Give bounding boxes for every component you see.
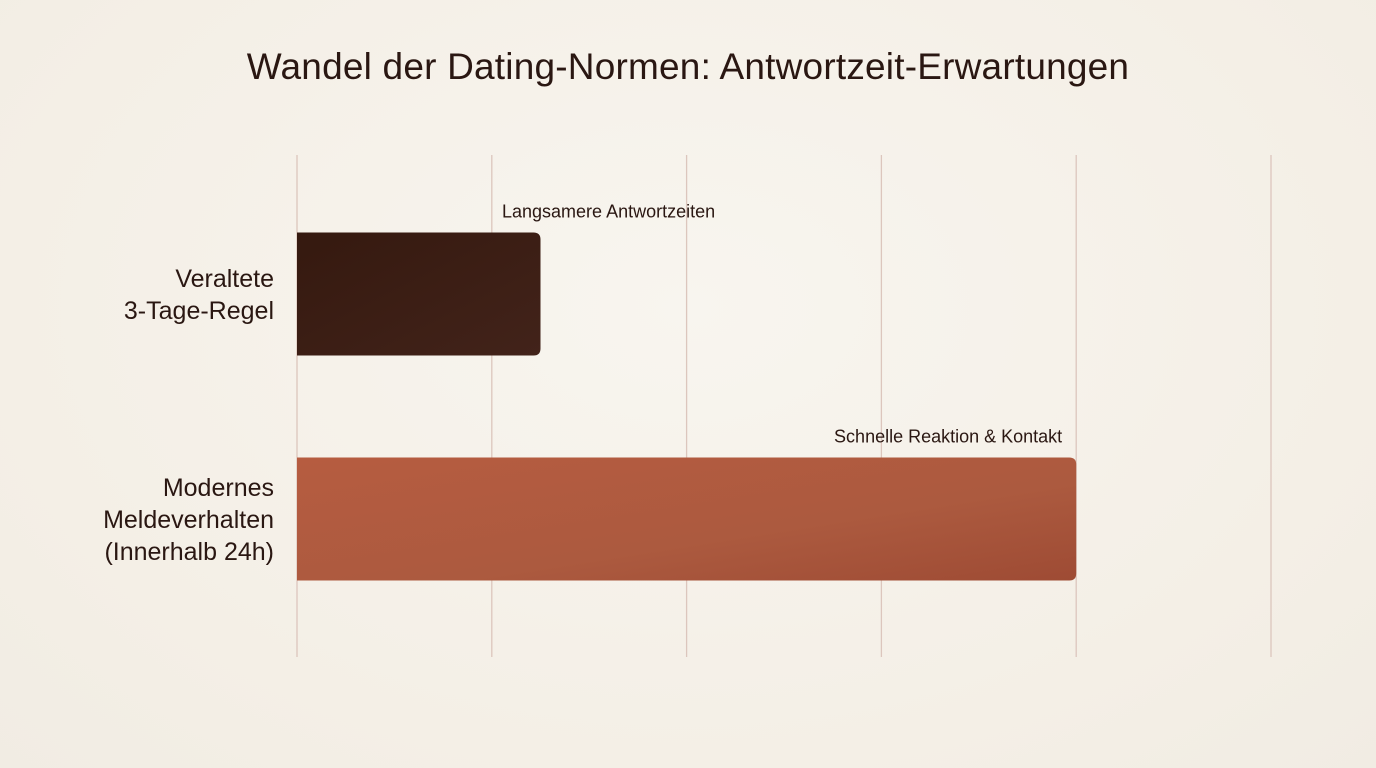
bars <box>297 232 1077 581</box>
bar <box>297 457 1077 581</box>
bar <box>297 232 541 356</box>
bar-annotations: Langsamere Antwortzeiten Schnelle Reaktio… <box>502 202 1062 447</box>
category-label: Veraltete 3-Tage-Regel <box>124 265 274 325</box>
category-labels: Veraltete 3-Tage-Regel Modernes Meldeverhal… <box>103 265 274 566</box>
category-label: Modernes Meldeverhalten (Innerhalb 24h) <box>103 474 274 566</box>
gridlines <box>296 155 1272 657</box>
bar-annotation: Schnelle Reaktion & Kontakt <box>834 427 1062 447</box>
bar-annotation: Langsamere Antwortzeiten <box>502 202 715 222</box>
chart-title: Wandel der Dating-Normen: Antwortzeit-Er… <box>246 46 1130 87</box>
